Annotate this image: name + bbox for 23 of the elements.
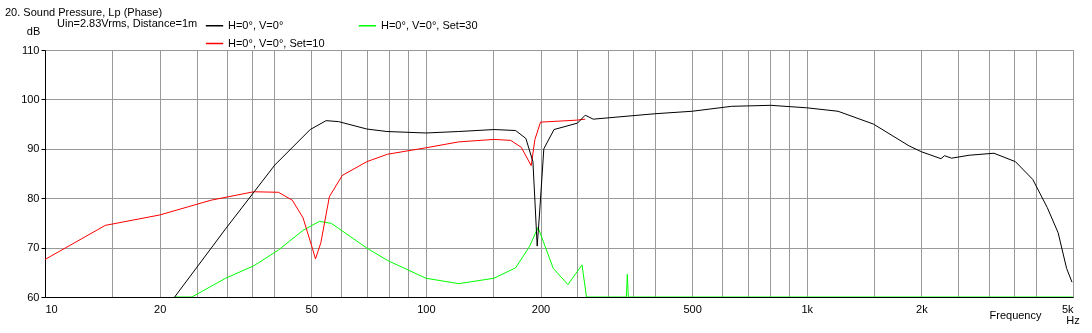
- x-tick-label: 20: [154, 302, 167, 315]
- chart-title: 20. Sound Pressure, Lp (Phase): [5, 6, 163, 18]
- y-axis-title: dB: [26, 24, 41, 37]
- x-tick-label: 1k: [801, 302, 814, 315]
- y-tick-label: 70: [27, 241, 40, 254]
- text: Uin=2.83Vrms, Distance=1m: [57, 17, 198, 29]
- y-tick-label: 80: [27, 191, 40, 204]
- text: Hz: [1066, 314, 1080, 326]
- y-tick-label: 100: [21, 92, 40, 105]
- y-tick-label: 90: [27, 142, 40, 155]
- legend-label: H=0°, V=0°, Set=10: [228, 36, 325, 49]
- x-axis-title: Frequency: [989, 308, 1042, 321]
- x-tick-label: 500: [683, 302, 702, 315]
- x-tick-label: 10: [45, 302, 58, 315]
- legend-label: H=0°, V=0°, Set=30: [381, 18, 478, 31]
- x-tick-label: 50: [305, 302, 318, 315]
- legend-label: H=0°, V=0°: [228, 18, 284, 31]
- x-tick-label: 2k: [916, 302, 929, 315]
- y-tick-label: 110: [21, 43, 40, 56]
- y-tick-label: 60: [27, 290, 40, 303]
- x-tick-label: 5k: [1061, 302, 1074, 315]
- x-tick-label: 200: [531, 302, 551, 315]
- x-tick-label: 100: [417, 302, 436, 315]
